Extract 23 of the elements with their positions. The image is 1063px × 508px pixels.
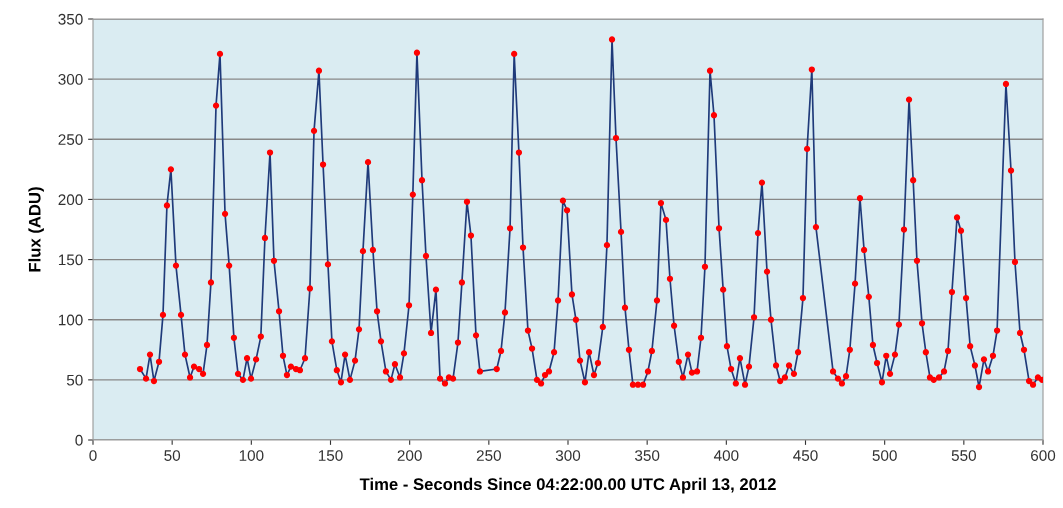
y-axis-title: Flux (ADU) [28,187,44,272]
x-tick-label: 0 [89,450,97,461]
y-tick-label: 50 [66,374,83,386]
x-tick-label: 350 [635,450,660,461]
y-tick-label: 0 [75,434,83,446]
x-axis-title: Time - Seconds Since 04:22:00.00 UTC April 13, 2012 [359,477,776,494]
x-tick-label: 200 [397,450,422,461]
x-tick-label: 100 [239,450,264,461]
x-tick-label: 300 [555,450,581,461]
x-tick-label: 600 [1031,450,1056,461]
x-tick-label: 50 [164,450,181,461]
x-tick-label: 450 [793,450,818,461]
y-tick-label: 100 [58,314,83,326]
y-tick-label: 200 [58,194,83,206]
y-tick-label: 350 [58,13,83,25]
x-tick-label: 400 [713,450,739,461]
x-tick-label: 550 [951,450,976,461]
x-tick-label: 250 [476,450,501,461]
y-tick-label: 250 [58,134,83,145]
x-tick-label: 150 [318,450,343,461]
x-tick-label: 500 [872,450,897,461]
y-tick-label: 300 [58,74,83,85]
y-tick-label: 150 [58,254,83,266]
